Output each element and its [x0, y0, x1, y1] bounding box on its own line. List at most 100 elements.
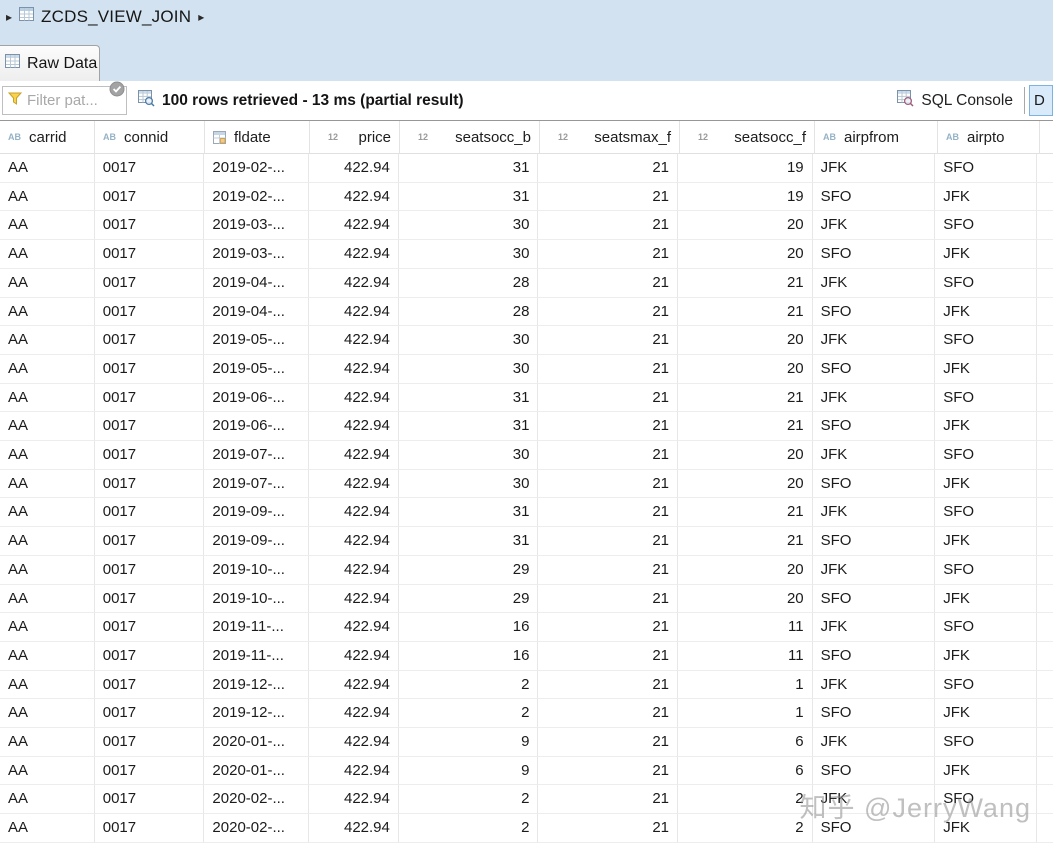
cell-carrid[interactable]: AA — [0, 182, 95, 212]
cell-fldate[interactable]: 2019-10-... — [204, 584, 310, 614]
cell-airpto[interactable]: JFK — [935, 584, 1037, 614]
table-row[interactable]: AA 0017 2020-01-... 422.94 9 21 6 SFO JFK — [0, 756, 1053, 786]
cell-seatsocc_b[interactable]: 28 — [398, 297, 539, 327]
cell-seatsocc_b[interactable]: 2 — [398, 699, 539, 729]
cell-airpfrom[interactable]: SFO — [812, 412, 936, 442]
table-row[interactable]: AA 0017 2019-04-... 422.94 28 21 21 JFK SFO — [0, 268, 1053, 298]
cell-seatsmax_f[interactable]: 21 — [538, 584, 679, 614]
cell-price[interactable]: 422.94 — [309, 527, 399, 556]
cell-fldate[interactable]: 2019-11-... — [204, 641, 310, 671]
cell-seatsocc_f[interactable]: 6 — [678, 728, 813, 757]
table-row[interactable]: AA 0017 2019-07-... 422.94 30 21 20 JFK SFO — [0, 441, 1053, 470]
cell-price[interactable]: 422.94 — [309, 728, 399, 757]
cell-fldate[interactable]: 2019-05-... — [204, 326, 310, 355]
cell-carrid[interactable]: AA — [0, 527, 95, 556]
column-header-price[interactable]: 12 price — [310, 121, 400, 154]
cell-connid[interactable]: 0017 — [94, 641, 205, 671]
cell-carrid[interactable]: AA — [0, 412, 95, 442]
cell-seatsocc_f[interactable]: 20 — [678, 240, 813, 269]
table-row[interactable]: AA 0017 2020-01-... 422.94 9 21 6 JFK SFO — [0, 728, 1053, 757]
cell-airpfrom[interactable]: JFK — [812, 441, 936, 470]
filter-check-badge-icon[interactable] — [109, 81, 125, 102]
cell-seatsocc_b[interactable]: 30 — [398, 240, 539, 269]
cell-carrid[interactable]: AA — [0, 297, 95, 327]
cell-fldate[interactable]: 2020-01-... — [204, 756, 310, 786]
cell-airpfrom[interactable]: JFK — [812, 670, 936, 700]
table-row[interactable]: AA 0017 2020-02-... 422.94 2 21 2 JFK SFO — [0, 785, 1053, 815]
breadcrumb-expander-icon[interactable]: ▸ — [6, 10, 13, 24]
cell-seatsocc_f[interactable]: 21 — [678, 297, 813, 327]
cell-seatsmax_f[interactable]: 21 — [538, 785, 679, 815]
cell-connid[interactable]: 0017 — [94, 211, 205, 241]
cell-carrid[interactable]: AA — [0, 240, 95, 269]
cell-seatsocc_f[interactable]: 20 — [678, 555, 813, 585]
cell-connid[interactable]: 0017 — [94, 412, 205, 442]
cell-airpto[interactable]: SFO — [935, 785, 1037, 815]
cell-seatsmax_f[interactable]: 21 — [538, 670, 679, 700]
cell-seatsocc_f[interactable]: 1 — [678, 699, 813, 729]
cell-fldate[interactable]: 2019-02-... — [204, 182, 310, 212]
table-row[interactable]: AA 0017 2019-12-... 422.94 2 21 1 SFO JFK — [0, 699, 1053, 729]
column-header-fldate[interactable]: fldate — [205, 121, 310, 154]
cell-airpto[interactable]: JFK — [935, 182, 1037, 212]
cell-connid[interactable]: 0017 — [94, 785, 205, 815]
cell-seatsocc_b[interactable]: 16 — [398, 613, 539, 642]
breadcrumb-caret-icon[interactable]: ▸ — [198, 10, 205, 24]
cell-seatsmax_f[interactable]: 21 — [538, 814, 679, 843]
cell-fldate[interactable]: 2019-04-... — [204, 297, 310, 327]
table-row[interactable]: AA 0017 2019-06-... 422.94 31 21 21 JFK SFO — [0, 383, 1053, 413]
cell-seatsmax_f[interactable]: 21 — [538, 211, 679, 241]
cell-airpto[interactable]: JFK — [935, 412, 1037, 442]
cell-seatsocc_f[interactable]: 20 — [678, 354, 813, 384]
cell-seatsocc_f[interactable]: 21 — [678, 412, 813, 442]
cell-airpfrom[interactable]: SFO — [812, 641, 936, 671]
cell-carrid[interactable]: AA — [0, 211, 95, 241]
cell-seatsocc_f[interactable]: 19 — [678, 182, 813, 212]
cell-seatsmax_f[interactable]: 21 — [538, 469, 679, 499]
cell-price[interactable]: 422.94 — [309, 182, 399, 212]
cell-connid[interactable]: 0017 — [94, 527, 205, 556]
table-row[interactable]: AA 0017 2019-11-... 422.94 16 21 11 SFO JFK — [0, 641, 1053, 671]
filter-field[interactable] — [2, 81, 127, 115]
cell-seatsocc_f[interactable]: 2 — [678, 814, 813, 843]
cell-fldate[interactable]: 2020-02-... — [204, 785, 310, 815]
table-row[interactable]: AA 0017 2019-03-... 422.94 30 21 20 SFO JFK — [0, 240, 1053, 269]
cell-airpfrom[interactable]: JFK — [812, 613, 936, 642]
cell-airpto[interactable]: SFO — [935, 441, 1037, 470]
cell-price[interactable]: 422.94 — [309, 297, 399, 327]
cell-seatsocc_b[interactable]: 29 — [398, 555, 539, 585]
cell-fldate[interactable]: 2020-02-... — [204, 814, 310, 843]
cell-seatsocc_f[interactable]: 20 — [678, 211, 813, 241]
cell-seatsmax_f[interactable]: 21 — [538, 354, 679, 384]
cell-connid[interactable]: 0017 — [94, 613, 205, 642]
cell-price[interactable]: 422.94 — [309, 469, 399, 499]
table-row[interactable]: AA 0017 2019-11-... 422.94 16 21 11 JFK SFO — [0, 613, 1053, 642]
cell-airpfrom[interactable]: JFK — [812, 498, 936, 528]
cell-airpto[interactable]: JFK — [935, 814, 1037, 843]
cell-price[interactable]: 422.94 — [309, 584, 399, 614]
cell-seatsmax_f[interactable]: 21 — [538, 240, 679, 269]
cell-seatsocc_f[interactable]: 21 — [678, 383, 813, 413]
cell-price[interactable]: 422.94 — [309, 268, 399, 298]
cell-fldate[interactable]: 2019-12-... — [204, 670, 310, 700]
cell-seatsocc_f[interactable]: 11 — [678, 613, 813, 642]
cell-seatsocc_b[interactable]: 31 — [398, 154, 539, 183]
cell-seatsocc_f[interactable]: 20 — [678, 441, 813, 470]
cell-connid[interactable]: 0017 — [94, 268, 205, 298]
cell-seatsocc_f[interactable]: 11 — [678, 641, 813, 671]
cell-carrid[interactable]: AA — [0, 268, 95, 298]
cell-seatsmax_f[interactable]: 21 — [538, 268, 679, 298]
cell-seatsocc_b[interactable]: 30 — [398, 441, 539, 470]
table-row[interactable]: AA 0017 2019-09-... 422.94 31 21 21 SFO JFK — [0, 527, 1053, 556]
cell-seatsocc_b[interactable]: 31 — [398, 498, 539, 528]
cell-airpto[interactable]: SFO — [935, 211, 1037, 241]
cell-carrid[interactable]: AA — [0, 670, 95, 700]
cell-airpto[interactable]: SFO — [935, 268, 1037, 298]
cell-seatsmax_f[interactable]: 21 — [538, 154, 679, 183]
cell-airpfrom[interactable]: SFO — [812, 756, 936, 786]
cell-carrid[interactable]: AA — [0, 441, 95, 470]
cell-airpto[interactable]: JFK — [935, 469, 1037, 499]
cell-connid[interactable]: 0017 — [94, 383, 205, 413]
cell-connid[interactable]: 0017 — [94, 756, 205, 786]
table-row[interactable]: AA 0017 2019-06-... 422.94 31 21 21 SFO JFK — [0, 412, 1053, 442]
